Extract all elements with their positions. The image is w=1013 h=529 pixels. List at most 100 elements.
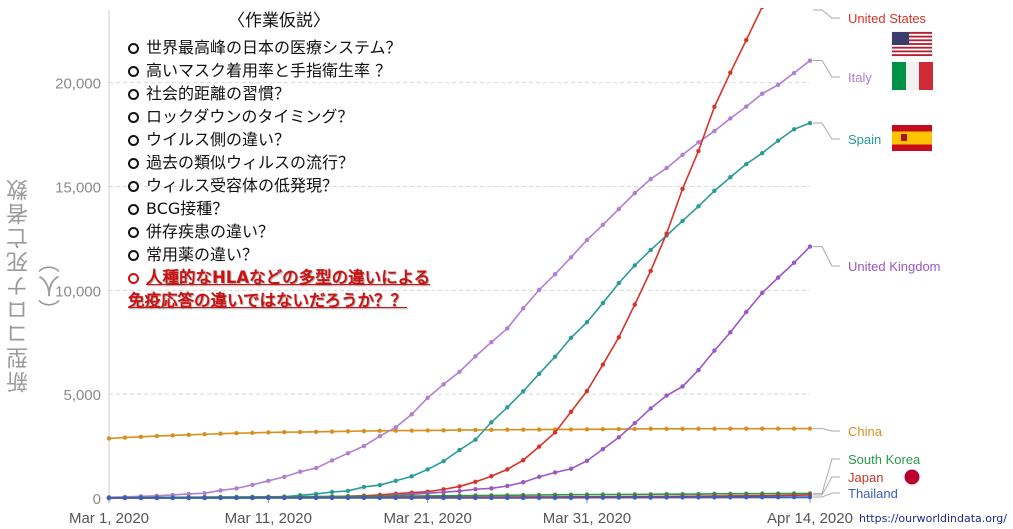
data-point <box>536 495 542 501</box>
data-point <box>728 426 733 431</box>
data-point <box>409 495 414 501</box>
y-tick-label: 15,000 <box>55 180 101 197</box>
data-point <box>584 495 590 500</box>
data-point <box>297 495 303 501</box>
data-point <box>473 479 478 485</box>
data-point <box>489 486 494 491</box>
data-point <box>791 260 797 265</box>
series-label: Italy <box>848 70 872 85</box>
us-flag-icon <box>891 31 933 57</box>
data-point <box>138 495 144 501</box>
data-point <box>664 231 669 236</box>
data-point <box>313 495 319 501</box>
data-point <box>552 271 558 277</box>
data-point <box>600 362 606 367</box>
data-point <box>696 204 701 209</box>
hypothesis-item: BCG接種？ <box>128 197 488 220</box>
hypothesis-item: ロックダウンのタイミング？ <box>128 105 488 128</box>
grid-lines <box>109 82 810 395</box>
data-point <box>202 490 207 496</box>
data-point <box>473 354 478 359</box>
data-point <box>616 206 622 212</box>
data-point <box>584 427 590 432</box>
data-point <box>489 495 494 501</box>
data-point <box>425 428 430 433</box>
data-point <box>505 405 510 410</box>
data-point <box>728 495 733 500</box>
data-point <box>441 428 446 433</box>
data-point <box>696 426 701 431</box>
data-point <box>218 495 223 501</box>
y-tick-label: 5,000 <box>63 387 101 404</box>
data-point <box>266 495 271 501</box>
data-point <box>473 495 478 501</box>
series-labels: China Italy Spain United States United Kingd… <box>813 9 941 501</box>
data-point <box>489 427 494 433</box>
circle-bullet-icon <box>128 204 139 215</box>
data-point <box>457 495 462 501</box>
data-point <box>521 495 526 501</box>
data-point <box>807 244 813 249</box>
data-point <box>791 494 797 500</box>
data-point <box>297 429 303 435</box>
data-point <box>457 484 462 489</box>
data-point <box>441 382 446 387</box>
source-link[interactable]: https://ourworldindata.org/ <box>859 512 1007 525</box>
data-point <box>234 486 239 491</box>
data-point <box>728 116 733 121</box>
data-point <box>377 428 383 433</box>
y-tick-label: 0 <box>93 491 101 508</box>
data-point <box>393 495 398 501</box>
data-point <box>218 431 223 436</box>
data-point <box>154 433 159 439</box>
data-point <box>616 280 622 286</box>
data-point <box>345 495 351 501</box>
data-point <box>600 222 606 228</box>
data-point <box>473 437 478 442</box>
data-point <box>680 384 685 389</box>
data-point <box>680 218 685 224</box>
data-point <box>712 128 717 134</box>
data-point <box>521 457 526 463</box>
data-point <box>170 433 175 438</box>
data-point <box>648 495 653 500</box>
data-point <box>266 430 271 435</box>
data-point <box>536 287 542 293</box>
data-point <box>345 429 351 434</box>
data-point <box>600 300 606 306</box>
data-point <box>760 8 765 10</box>
data-point <box>329 458 335 463</box>
data-point <box>202 495 207 501</box>
data-point <box>775 82 781 87</box>
data-point <box>584 388 590 394</box>
data-point <box>282 495 287 501</box>
data-point <box>584 458 590 464</box>
series-label: United Kingdom <box>848 259 941 274</box>
data-point <box>648 176 653 182</box>
data-point <box>632 302 637 307</box>
data-point <box>807 494 813 500</box>
data-point <box>505 467 510 472</box>
data-point <box>728 175 733 180</box>
hypothesis-item: 高いマスク着用率と手指衛生率 ？ <box>128 59 488 82</box>
data-point <box>775 138 781 143</box>
data-point <box>122 495 128 501</box>
data-point <box>409 428 414 433</box>
data-point <box>250 482 255 488</box>
data-point <box>775 494 781 500</box>
data-point <box>760 91 765 96</box>
hypotheses-emphasis: 人種的なHLAなどの多型の違いによる 免疫応答の違いではないだろうか？？ <box>128 266 488 312</box>
data-point <box>170 495 175 501</box>
data-point <box>712 188 717 194</box>
data-point <box>760 494 765 500</box>
data-point <box>536 474 542 480</box>
data-point <box>696 367 701 373</box>
data-point <box>106 436 112 441</box>
data-point <box>791 70 797 76</box>
y-tick-label: 20,000 <box>55 76 101 93</box>
data-point <box>632 426 637 432</box>
data-point <box>473 487 478 492</box>
data-point <box>760 426 765 431</box>
label-leader <box>813 458 840 494</box>
data-point <box>616 495 622 500</box>
